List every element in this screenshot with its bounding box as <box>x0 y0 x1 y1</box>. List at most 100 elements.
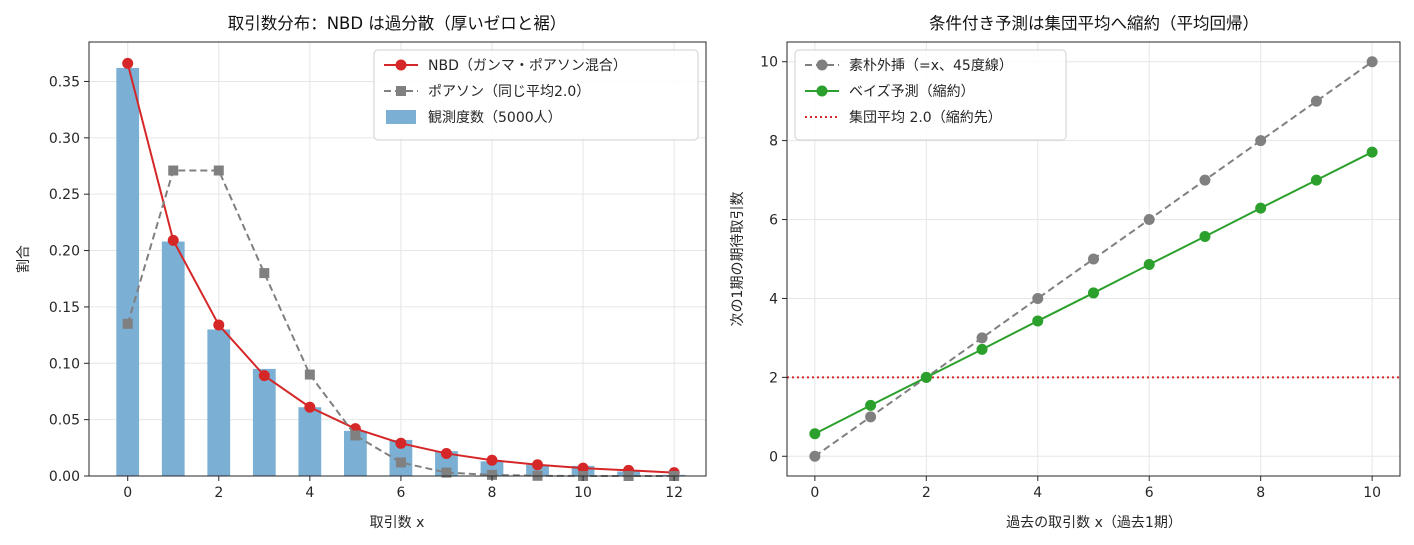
left-series-0-point <box>577 462 589 474</box>
legend-series-0-marker <box>395 59 407 71</box>
right-series-1-point <box>809 428 821 440</box>
right-chart-title: 条件付き予測は集団平均へ縮約（平均回帰） <box>929 14 1259 33</box>
left-series-0-point <box>258 370 270 382</box>
observed-frequency-bar <box>252 368 276 476</box>
legend-series-0-label: NBD（ガンマ・ポアソン混合） <box>428 58 627 74</box>
left-series-1-point <box>441 467 452 478</box>
left-legend: NBD（ガンマ・ポアソン混合） ポアソン（同じ平均2.0） 観測度数（5000人） <box>373 49 699 141</box>
left-y-tick-label: 0.15 <box>49 300 80 316</box>
left-x-tick-label: 0 <box>123 485 132 501</box>
right-series-0-point <box>1088 253 1099 265</box>
right-series-0-point <box>809 450 821 462</box>
right-x-tick-label: 6 <box>1145 485 1154 501</box>
right-series-0-point <box>1366 56 1378 68</box>
right-series-0-point <box>1032 292 1044 304</box>
left-legend-box <box>373 49 699 141</box>
left-x-tick-label: 8 <box>488 485 497 501</box>
legend-series-1-marker <box>816 85 828 97</box>
left-y-tick-label: 0.05 <box>49 413 80 429</box>
right-series-0-point <box>1255 135 1267 147</box>
right-x-tick-label: 0 <box>810 485 819 501</box>
observed-frequency-bar <box>207 329 231 476</box>
right-series-1-point <box>1032 315 1044 327</box>
left-series-0-point <box>440 447 452 459</box>
observed-frequency-bar <box>298 407 322 476</box>
left-series-0-point <box>532 459 544 471</box>
right-y-tick-label: 2 <box>769 370 778 386</box>
left-series-0-point <box>167 234 179 246</box>
left-y-tick-label: 0.25 <box>49 187 80 203</box>
left-series-1-point <box>395 457 406 468</box>
right-series-1-point <box>1310 174 1322 186</box>
right-series-0-point <box>1143 214 1155 226</box>
left-series-1-point <box>259 268 270 279</box>
right-x-tick-label: 10 <box>1363 485 1381 501</box>
right-series-1-point <box>865 399 877 411</box>
left-series-1-point <box>122 318 133 329</box>
right-series-1-point <box>1199 231 1211 243</box>
left-y-tick-label: 0.30 <box>49 131 80 147</box>
left-y-tick-label: 0.10 <box>49 356 80 372</box>
right-series-0-point <box>1199 174 1211 186</box>
left-plot-frame <box>88 41 707 477</box>
left-x-ticks: 0 2 4 6 8 10 12 <box>123 476 683 501</box>
right-series-1-point <box>1255 202 1267 214</box>
left-series-1-point <box>304 369 315 380</box>
left-y-tick-label: 0.20 <box>49 244 80 260</box>
left-series-0-point <box>304 401 316 413</box>
observed-frequency-bar <box>116 67 140 476</box>
legend-series-0-marker <box>816 59 828 71</box>
left-x-tick-label: 2 <box>214 485 223 501</box>
left-y-tick-label: 0.35 <box>49 74 80 90</box>
observed-frequency-bar <box>480 461 504 476</box>
right-legend: 素朴外挿（=x、45度線） ベイズ予測（縮約） 集団平均 2.0（縮約先） <box>794 49 1067 141</box>
observed-frequency-bar <box>343 430 367 476</box>
left-series-0-point <box>122 57 134 69</box>
right-grid <box>787 42 1400 476</box>
legend-series-0-label: 素朴外挿（=x、45度線） <box>849 58 1013 74</box>
observed-frequency-bar <box>435 451 458 476</box>
left-series-0-point <box>213 319 225 331</box>
legend-hline-0-label: 集団平均 2.0（縮約先） <box>849 109 1002 126</box>
left-series-0-point <box>395 437 407 449</box>
right-series-0-point <box>865 411 877 423</box>
right-series-1-point <box>1143 259 1155 271</box>
left-series-1-point <box>168 165 179 176</box>
right-series-1-point <box>1366 146 1378 158</box>
right-chart: 条件付き予測は集団平均へ縮約（平均回帰） 過去の取引数 x（過去1期） 次の1期… <box>730 14 1401 531</box>
left-series-1-point <box>350 430 361 441</box>
left-x-tick-label: 10 <box>574 485 592 501</box>
right-x-tick-label: 2 <box>922 485 931 501</box>
right-x-ticks: 0 2 4 6 8 10 <box>810 476 1381 501</box>
legend-series-1-label: ポアソン（同じ平均2.0） <box>428 84 590 100</box>
left-series-0-point <box>486 454 498 466</box>
right-y-axis-label: 次の1期の期待取引数 <box>730 192 746 327</box>
right-x-tick-label: 4 <box>1033 485 1042 501</box>
right-x-axis-label: 過去の取引数 x（過去1期） <box>1006 515 1182 531</box>
left-x-tick-label: 6 <box>396 485 405 501</box>
left-y-tick-label: 0.00 <box>49 469 80 485</box>
right-y-tick-label: 8 <box>769 134 778 150</box>
right-y-tick-label: 0 <box>769 449 778 465</box>
observed-frequency-bar <box>526 464 549 476</box>
left-y-ticks: 0.00 0.05 0.10 0.15 0.20 0.25 0.30 0.35 <box>49 74 89 485</box>
observed-frequency-bar <box>161 241 185 476</box>
left-x-tick-label: 4 <box>305 485 314 501</box>
right-series-0-point <box>1310 95 1322 107</box>
legend-bars-swatch <box>386 110 416 124</box>
right-series-0-point <box>976 332 988 344</box>
right-plot-frame <box>786 41 1401 477</box>
left-x-axis-label: 取引数 x <box>370 515 425 531</box>
left-series-1-point <box>213 165 224 176</box>
right-y-tick-label: 6 <box>769 213 778 229</box>
legend-bars-label: 観測度数（5000人） <box>428 109 562 126</box>
right-x-tick-label: 8 <box>1256 485 1265 501</box>
right-y-ticks: 0 2 4 6 8 10 <box>760 55 787 465</box>
right-series <box>809 56 1378 462</box>
legend-series-1-marker <box>396 86 406 96</box>
left-x-tick-label: 12 <box>665 485 683 501</box>
left-chart: 取引数分布：NBD は過分散（厚いゼロと裾） 取引数 x 割合 0 2 4 6 8 10 1… <box>15 14 707 531</box>
left-chart-title: 取引数分布：NBD は過分散（厚いゼロと裾） <box>228 14 567 33</box>
